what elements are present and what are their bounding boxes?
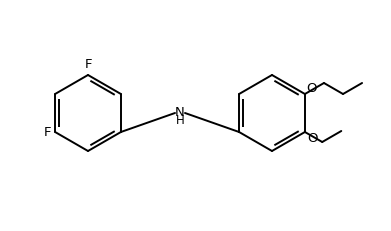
Text: N: N: [175, 106, 185, 119]
Text: F: F: [84, 58, 92, 71]
Text: O: O: [308, 131, 318, 145]
Text: O: O: [307, 82, 317, 94]
Text: H: H: [176, 115, 185, 128]
Text: F: F: [43, 125, 51, 139]
